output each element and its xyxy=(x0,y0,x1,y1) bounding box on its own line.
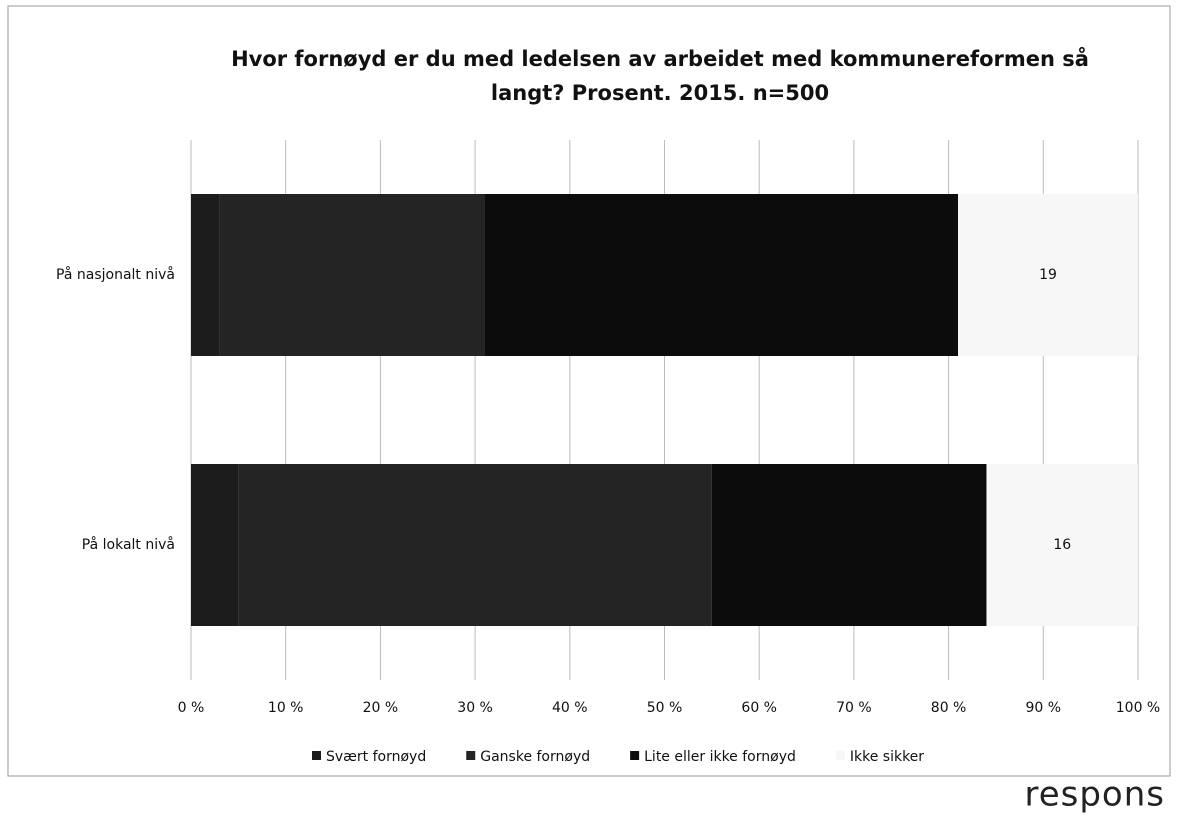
chart-title: langt? Prosent. 2015. n=500 xyxy=(491,81,829,105)
y-tick-label: På nasjonalt nivå xyxy=(56,266,175,283)
legend-swatch xyxy=(630,751,640,760)
legend-swatch xyxy=(466,751,476,760)
logo: respons xyxy=(1024,775,1165,815)
data-label: 19 xyxy=(1039,267,1057,283)
y-tick-label: På lokalt nivå xyxy=(82,536,175,553)
x-tick-label: 100 % xyxy=(1116,700,1160,716)
x-tick-label: 70 % xyxy=(836,700,872,716)
bar-segment xyxy=(191,464,239,626)
x-tick-label: 40 % xyxy=(552,700,588,716)
chart-frame xyxy=(7,5,1171,777)
legend-swatch xyxy=(835,751,845,760)
x-tick-label: 10 % xyxy=(268,700,304,716)
bar-segment xyxy=(986,464,1138,626)
bar-segment xyxy=(238,464,712,626)
x-tick-label: 30 % xyxy=(457,700,493,716)
chart-title: Hvor fornøyd er du med ledelsen av arbei… xyxy=(231,46,1089,71)
x-tick-label: 0 % xyxy=(178,700,205,716)
legend-label: Lite eller ikke fornøyd xyxy=(644,749,796,765)
bar-segment xyxy=(191,194,220,356)
x-tick-label: 50 % xyxy=(647,700,683,716)
bar-segment xyxy=(958,194,1138,356)
x-tick-label: 90 % xyxy=(1026,700,1062,716)
legend-label: Ganske fornøyd xyxy=(480,749,590,765)
x-tick-label: 80 % xyxy=(931,700,967,716)
x-tick-label: 20 % xyxy=(363,700,399,716)
bar-segment xyxy=(711,464,987,626)
bar-segment xyxy=(219,194,485,356)
legend-label: Ikke sikker xyxy=(850,749,924,765)
legend-label: Svært fornøyd xyxy=(326,749,426,765)
data-label: 16 xyxy=(1053,537,1071,553)
x-tick-label: 60 % xyxy=(741,700,777,716)
bar-segment xyxy=(484,194,959,356)
legend-swatch xyxy=(312,751,321,760)
